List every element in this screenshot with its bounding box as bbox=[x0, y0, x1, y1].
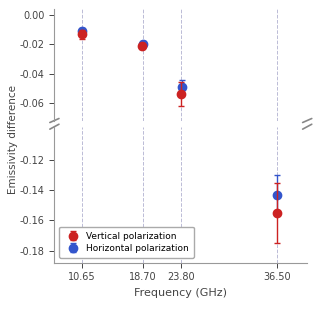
Legend: Vertical polarization, Horizontal polarization: Vertical polarization, Horizontal polari… bbox=[59, 226, 194, 258]
X-axis label: Frequency (GHz): Frequency (GHz) bbox=[134, 288, 227, 298]
Text: Emissivity difference: Emissivity difference bbox=[8, 85, 18, 193]
